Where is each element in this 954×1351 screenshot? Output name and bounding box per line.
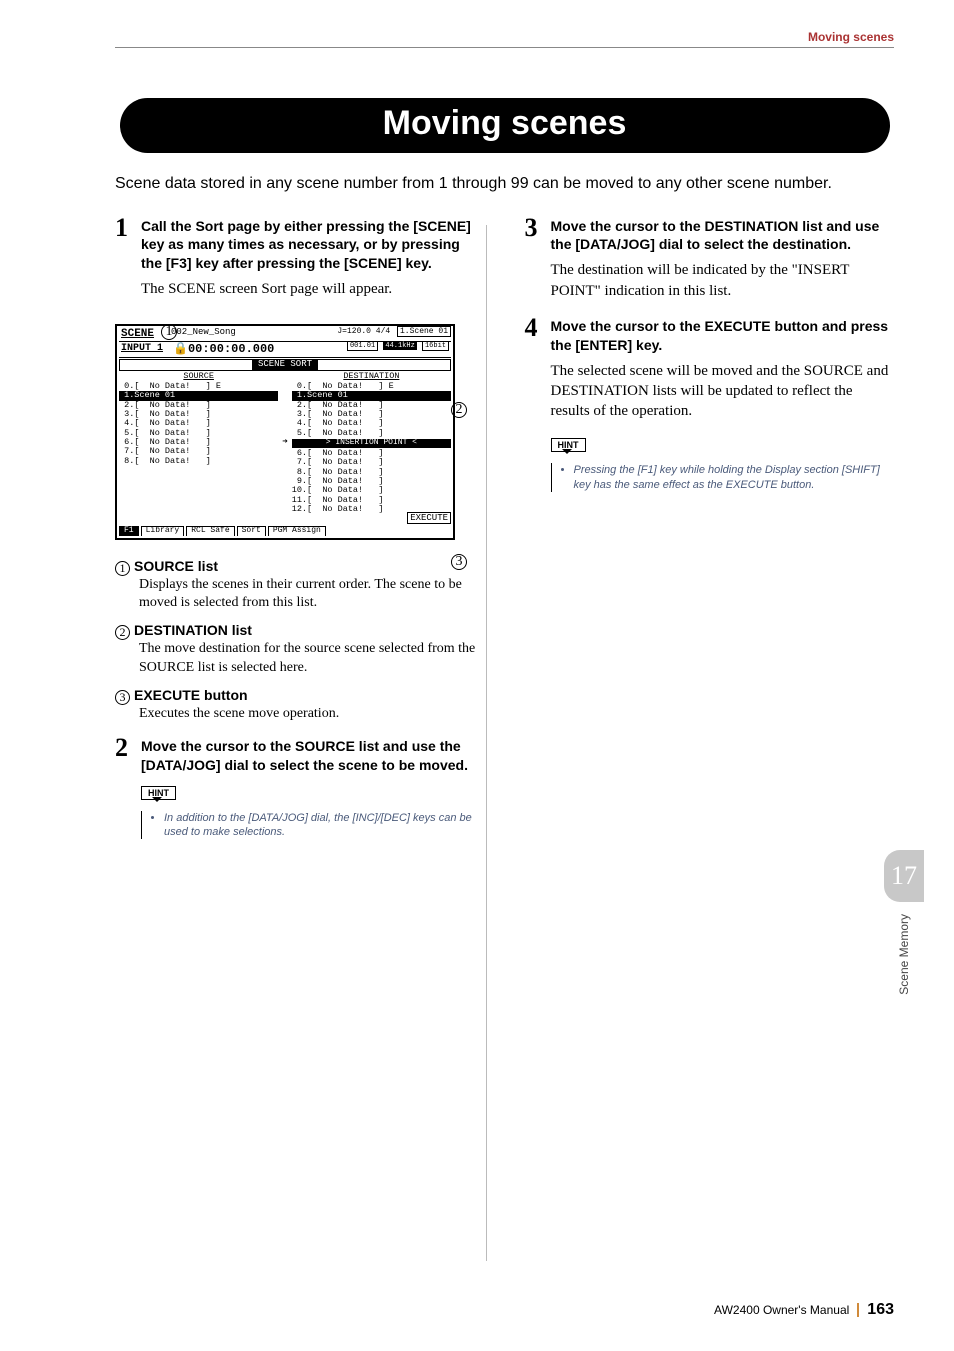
- label-num-3: 3: [115, 690, 130, 705]
- lcd-screen: SCENE 002_New_Song J=120.0 4/4 1.Scene 0…: [115, 324, 455, 540]
- callout-2: 2: [451, 402, 467, 418]
- lcd-tab-sort[interactable]: Sort: [237, 526, 266, 536]
- label-body-2: The move destination for the source scen…: [139, 640, 485, 676]
- intro-text: Scene data stored in any scene number fr…: [115, 173, 885, 195]
- step-title-3: Move the cursor to the DESTINATION list …: [551, 215, 895, 255]
- lcd-scene-badge: 1.Scene 01: [397, 326, 451, 337]
- step-title-1: Call the Sort page by either pressing th…: [141, 215, 485, 274]
- lcd-tempo: J=120.0 4/4: [337, 327, 390, 336]
- lcd-timecode: 00:00:00.000: [188, 342, 274, 356]
- right-column: 3 Move the cursor to the DESTINATION lis…: [525, 215, 895, 854]
- hint-right: HINT Pressing the [F1] key while holding…: [551, 435, 895, 492]
- page-footer: AW2400 Owner's Manual 163: [714, 1301, 894, 1319]
- label-execute-button: 3 EXECUTE button: [115, 687, 485, 705]
- running-header: Moving scenes: [115, 30, 894, 48]
- footer-page-number: 163: [867, 1301, 894, 1319]
- left-column: 1 Call the Sort page by either pressing …: [115, 215, 485, 854]
- lcd-src-row: 8.[ No Data! ]: [119, 457, 278, 466]
- footer-manual: AW2400 Owner's Manual: [714, 1303, 849, 1317]
- label-title-3: EXECUTE button: [134, 687, 248, 703]
- label-destination-list: 2 DESTINATION list: [115, 622, 485, 640]
- step-title-2: Move the cursor to the SOURCE list and u…: [141, 735, 485, 775]
- step-number-2: 2: [115, 735, 133, 775]
- step-body-3: The destination will be indicated by the…: [551, 260, 895, 301]
- column-divider: [486, 225, 487, 1261]
- footer-divider: [857, 1303, 859, 1317]
- lcd-bitdepth: 16bit: [422, 341, 449, 351]
- hint-tag: HINT: [141, 786, 176, 800]
- lcd-tab-rcl-safe[interactable]: RCL Safe: [186, 526, 234, 536]
- step-body-1: The SCENE screen Sort page will appear.: [141, 279, 485, 299]
- step-body-4: The selected scene will be moved and the…: [551, 361, 895, 422]
- lcd-tab-library[interactable]: Library: [141, 526, 185, 536]
- section-title: Moving scenes: [383, 104, 627, 142]
- label-num-2: 2: [115, 625, 130, 640]
- hint-body-right: Pressing the [F1] key while holding the …: [574, 463, 895, 492]
- hint-left: HINT In addition to the [DATA/JOG] dial,…: [141, 783, 485, 840]
- callout-1: 1: [161, 324, 177, 340]
- chapter-number: 17: [884, 850, 924, 902]
- lcd-source-list: SOURCE 0.[ No Data! ] E 1.Scene 01 2.[ N…: [119, 372, 278, 515]
- step-number-1: 1: [115, 215, 133, 274]
- lcd-destination-list: DESTINATION 0.[ No Data! ] E 1.Scene 01 …: [292, 372, 451, 515]
- lcd-dst-row: 5.[ No Data! ]: [292, 429, 451, 438]
- hint-body-left: In addition to the [DATA/JOG] dial, the …: [164, 811, 485, 840]
- label-body-1: Displays the scenes in their current ord…: [139, 576, 485, 612]
- label-num-1: 1: [115, 561, 130, 576]
- lcd-source-header: SOURCE: [119, 372, 278, 381]
- lcd-tab-pgm[interactable]: PGM Assign: [268, 526, 326, 536]
- lcd-execute-button[interactable]: EXECUTE: [407, 512, 451, 524]
- label-source-list: 1 SOURCE list: [115, 558, 485, 576]
- lcd-figure: 1 2 3 SCENE 002_New_Song J=120.0 4/4 1.S…: [115, 324, 455, 540]
- chapter-tab: 17 Scene Memory: [884, 850, 924, 995]
- label-title-2: DESTINATION list: [134, 622, 252, 638]
- lcd-meas: 001.01: [347, 341, 378, 351]
- lcd-tab-f1[interactable]: F1: [119, 526, 139, 536]
- lcd-samplerate: 44.1kHz: [383, 342, 416, 350]
- step-number-3: 3: [525, 215, 543, 255]
- lcd-dest-header: DESTINATION: [292, 372, 451, 381]
- chapter-label: Scene Memory: [897, 914, 911, 995]
- lcd-song-name: 002_New_Song: [171, 328, 337, 340]
- hint-tag-right: HINT: [551, 438, 586, 452]
- lcd-sort-header: SCENE SORT: [252, 360, 318, 370]
- label-body-3: Executes the scene move operation.: [139, 705, 485, 723]
- callout-3: 3: [451, 554, 467, 570]
- lcd-insertion-point: > INSERTION POINT <: [292, 439, 451, 448]
- lcd-input-label: INPUT 1: [121, 343, 173, 356]
- label-title-1: SOURCE list: [134, 558, 218, 574]
- step-number-4: 4: [525, 315, 543, 355]
- step-title-4: Move the cursor to the EXECUTE button an…: [551, 315, 895, 355]
- section-title-pill: Moving scenes: [120, 98, 890, 153]
